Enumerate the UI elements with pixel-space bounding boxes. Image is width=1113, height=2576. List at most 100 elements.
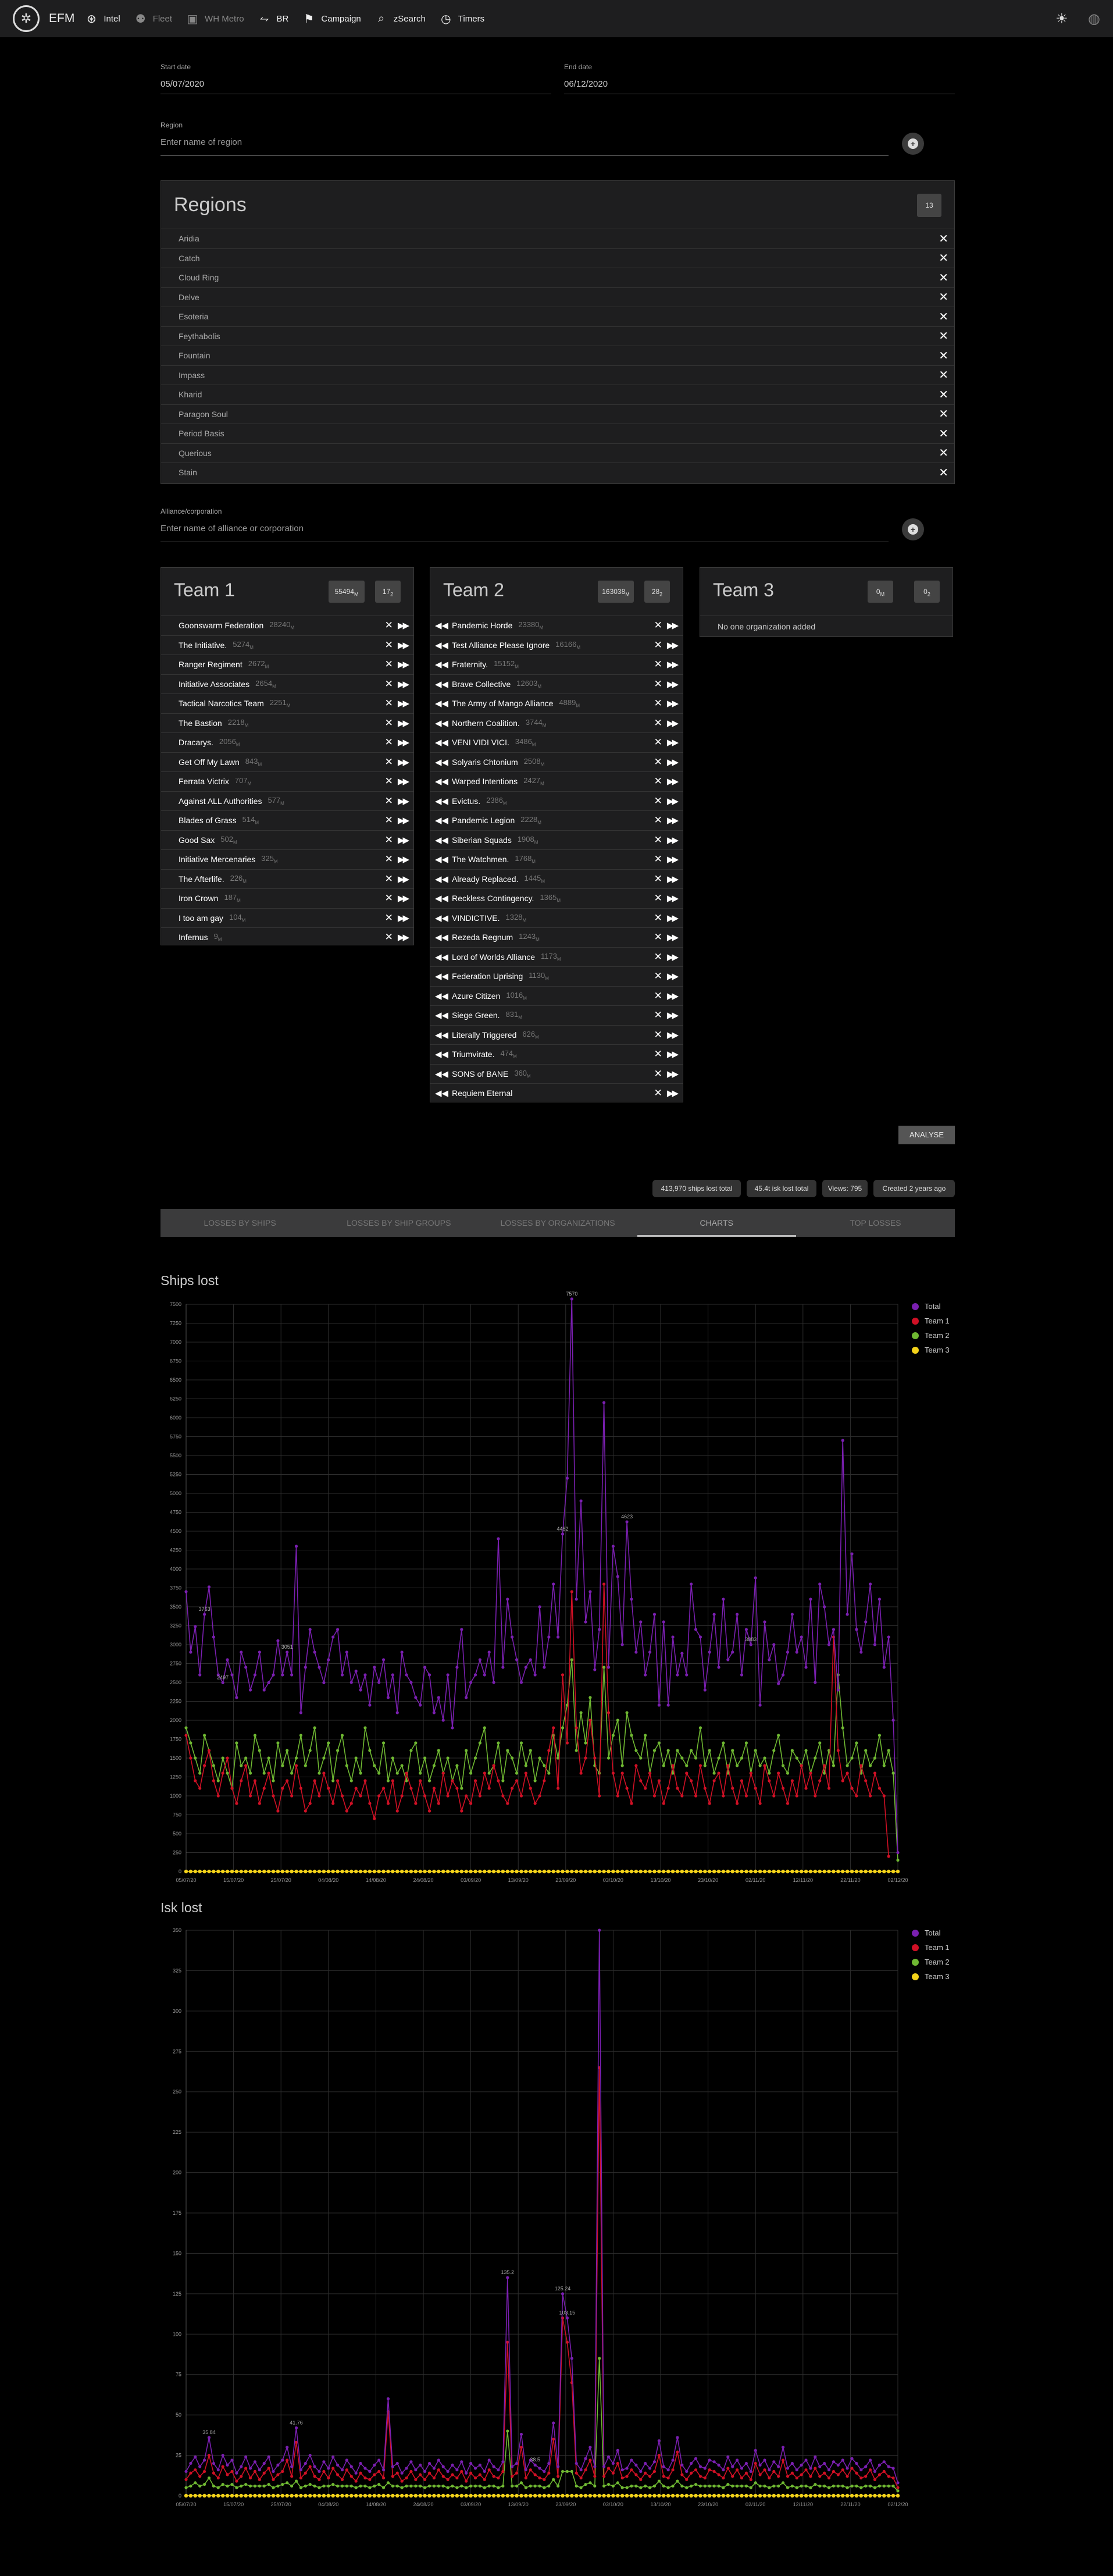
move-left-icon[interactable]: ◀◀ xyxy=(435,1069,449,1079)
remove-organization-icon[interactable]: ✕ xyxy=(384,775,398,787)
nav-item-wh-metro[interactable]: ▣ WH Metro xyxy=(186,0,244,37)
remove-organization-icon[interactable]: ✕ xyxy=(654,756,667,767)
remove-organization-icon[interactable]: ✕ xyxy=(384,795,398,806)
remove-organization-icon[interactable]: ✕ xyxy=(654,1068,667,1079)
remove-organization-icon[interactable]: ✕ xyxy=(384,834,398,845)
remove-organization-icon[interactable]: ✕ xyxy=(654,931,667,943)
move-left-icon[interactable]: ◀◀ xyxy=(435,640,449,650)
end-date-field[interactable]: End date 06/12/2020 xyxy=(564,63,955,94)
region-placeholder[interactable]: Enter name of region xyxy=(160,137,242,147)
move-right-icon[interactable]: ▶▶ xyxy=(397,874,409,884)
remove-region-icon[interactable]: ✕ xyxy=(939,291,948,304)
move-right-icon[interactable]: ▶▶ xyxy=(666,757,679,767)
remove-organization-icon[interactable]: ✕ xyxy=(654,892,667,904)
move-left-icon[interactable]: ◀◀ xyxy=(435,1011,449,1021)
alliance-input[interactable]: Alliance/corporation Enter name of allia… xyxy=(160,507,889,542)
move-left-icon[interactable]: ◀◀ xyxy=(435,738,449,748)
remove-organization-icon[interactable]: ✕ xyxy=(654,1009,667,1021)
move-right-icon[interactable]: ▶▶ xyxy=(666,621,679,631)
move-left-icon[interactable]: ◀◀ xyxy=(435,1030,449,1040)
legend-item[interactable]: Team 3 xyxy=(912,1343,950,1357)
start-date-value[interactable]: 05/07/2020 xyxy=(160,79,205,89)
brand-title[interactable]: EFM xyxy=(49,12,75,25)
move-left-icon[interactable]: ◀◀ xyxy=(435,816,449,826)
move-right-icon[interactable]: ▶▶ xyxy=(666,816,679,826)
remove-region-icon[interactable]: ✕ xyxy=(939,330,948,343)
move-right-icon[interactable]: ▶▶ xyxy=(397,777,409,787)
move-right-icon[interactable]: ▶▶ xyxy=(666,972,679,982)
remove-organization-icon[interactable]: ✕ xyxy=(654,775,667,787)
remove-organization-icon[interactable]: ✕ xyxy=(384,678,398,689)
legend-item[interactable]: Total xyxy=(912,1926,950,1940)
end-date-value[interactable]: 06/12/2020 xyxy=(564,79,608,89)
move-right-icon[interactable]: ▶▶ xyxy=(666,1088,679,1099)
remove-organization-icon[interactable]: ✕ xyxy=(654,795,667,806)
move-right-icon[interactable]: ▶▶ xyxy=(397,640,409,650)
move-right-icon[interactable]: ▶▶ xyxy=(397,738,409,748)
move-right-icon[interactable]: ▶▶ xyxy=(666,796,679,806)
move-right-icon[interactable]: ▶▶ xyxy=(397,757,409,767)
remove-organization-icon[interactable]: ✕ xyxy=(654,814,667,826)
remove-region-icon[interactable]: ✕ xyxy=(939,369,948,382)
remove-organization-icon[interactable]: ✕ xyxy=(654,912,667,923)
nav-item-br[interactable]: ⥊ BR xyxy=(258,0,289,37)
move-left-icon[interactable]: ◀◀ xyxy=(435,894,449,904)
tab-losses-by-ships[interactable]: LOSSES BY SHIPS xyxy=(204,1218,276,1227)
move-left-icon[interactable]: ◀◀ xyxy=(435,835,449,845)
nav-item-zsearch[interactable]: ⌕ zSearch xyxy=(375,0,426,37)
move-left-icon[interactable]: ◀◀ xyxy=(435,855,449,865)
move-right-icon[interactable]: ▶▶ xyxy=(397,679,409,689)
remove-organization-icon[interactable]: ✕ xyxy=(654,659,667,670)
remove-region-icon[interactable]: ✕ xyxy=(939,271,948,284)
remove-organization-icon[interactable]: ✕ xyxy=(384,620,398,631)
analyse-button[interactable]: ANALYSE xyxy=(898,1126,955,1144)
remove-organization-icon[interactable]: ✕ xyxy=(384,639,398,650)
legend-item[interactable]: Team 1 xyxy=(912,1940,950,1955)
nav-item-fleet[interactable]: ⚉ Fleet xyxy=(134,0,172,37)
nav-item-intel[interactable]: ⊛ Intel xyxy=(85,0,120,37)
move-right-icon[interactable]: ▶▶ xyxy=(397,621,409,631)
add-region-button[interactable]: + xyxy=(902,133,924,155)
move-right-icon[interactable]: ▶▶ xyxy=(666,1030,679,1040)
add-alliance-button[interactable]: + xyxy=(902,518,924,540)
remove-organization-icon[interactable]: ✕ xyxy=(654,873,667,884)
move-right-icon[interactable]: ▶▶ xyxy=(666,874,679,884)
remove-organization-icon[interactable]: ✕ xyxy=(654,990,667,1001)
tab-top-losses[interactable]: TOP LOSSES xyxy=(850,1218,901,1227)
remove-region-icon[interactable]: ✕ xyxy=(939,310,948,323)
remove-organization-icon[interactable]: ✕ xyxy=(384,892,398,904)
remove-organization-icon[interactable]: ✕ xyxy=(384,873,398,884)
move-right-icon[interactable]: ▶▶ xyxy=(397,816,409,826)
move-right-icon[interactable]: ▶▶ xyxy=(666,1011,679,1021)
start-date-field[interactable]: Start date 05/07/2020 xyxy=(160,63,551,94)
move-left-icon[interactable]: ◀◀ xyxy=(435,933,449,943)
remove-organization-icon[interactable]: ✕ xyxy=(384,912,398,923)
remove-region-icon[interactable]: ✕ xyxy=(939,447,948,460)
remove-region-icon[interactable]: ✕ xyxy=(939,466,948,479)
move-right-icon[interactable]: ▶▶ xyxy=(666,894,679,904)
move-right-icon[interactable]: ▶▶ xyxy=(397,855,409,865)
move-right-icon[interactable]: ▶▶ xyxy=(397,933,409,943)
remove-organization-icon[interactable]: ✕ xyxy=(654,970,667,982)
nav-item-timers[interactable]: ◷ Timers xyxy=(440,0,484,37)
remove-organization-icon[interactable]: ✕ xyxy=(654,1029,667,1040)
tab-charts[interactable]: CHARTS xyxy=(637,1209,797,1237)
legend-item[interactable]: Team 3 xyxy=(912,1969,950,1984)
move-right-icon[interactable]: ▶▶ xyxy=(397,718,409,728)
alliance-placeholder[interactable]: Enter name of alliance or corporation xyxy=(160,524,304,533)
remove-organization-icon[interactable]: ✕ xyxy=(384,736,398,748)
legend-item[interactable]: Team 1 xyxy=(912,1314,950,1328)
remove-organization-icon[interactable]: ✕ xyxy=(654,639,667,650)
move-right-icon[interactable]: ▶▶ xyxy=(666,913,679,923)
move-left-icon[interactable]: ◀◀ xyxy=(435,1088,449,1099)
region-input[interactable]: Region Enter name of region xyxy=(160,121,889,156)
move-right-icon[interactable]: ▶▶ xyxy=(666,777,679,787)
move-left-icon[interactable]: ◀◀ xyxy=(435,972,449,982)
remove-region-icon[interactable]: ✕ xyxy=(939,427,948,440)
move-right-icon[interactable]: ▶▶ xyxy=(397,660,409,670)
remove-organization-icon[interactable]: ✕ xyxy=(384,853,398,865)
remove-organization-icon[interactable]: ✕ xyxy=(654,678,667,689)
remove-organization-icon[interactable]: ✕ xyxy=(654,834,667,845)
user-avatar-icon[interactable]: ◍ xyxy=(1088,11,1100,27)
legend-item[interactable]: Total xyxy=(912,1299,950,1314)
